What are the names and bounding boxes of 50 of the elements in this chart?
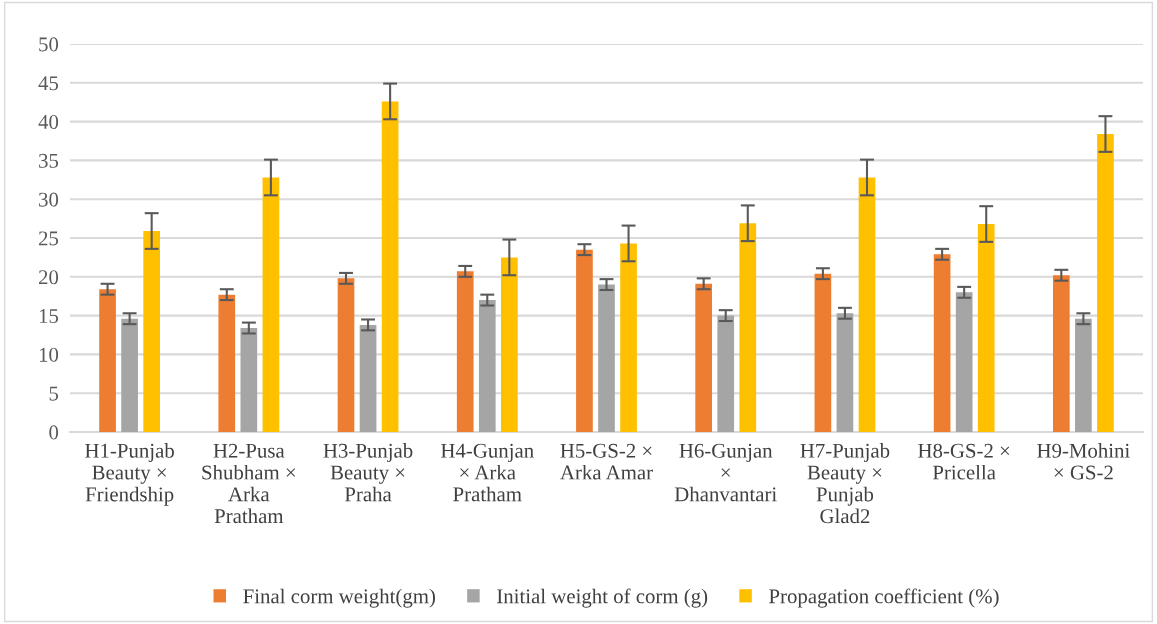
x-tick-label: H6-Gunjan × Dhanvantari [674,443,777,502]
y-tick-label: 20 [38,270,59,285]
y-tick-label: 15 [39,309,59,324]
bar [695,283,713,432]
bar [99,289,116,432]
y-tick-label: 25 [38,231,59,246]
legend-label: Propagation coefficient (%) [769,588,999,608]
bar [858,177,876,432]
bar [1097,134,1114,432]
y-tick-label: 40 [38,114,59,130]
bar [121,318,138,432]
x-tick-label: H7-Punjab Beauty × Punjab Glad2 [800,443,890,524]
bar [143,231,161,432]
bar [1075,318,1092,432]
x-tick-label: H9-Mohini × GS-2 [1037,443,1130,480]
bar [1052,275,1070,432]
y-tick-label: 10 [39,347,59,362]
legend-label: Initial weight of corm (g) [497,588,708,608]
bar [933,254,951,432]
y-tick-label: 45 [38,76,59,91]
y-tick-label: 50 [39,37,59,52]
y-tick-label: 0 [49,425,59,440]
bar [836,313,854,432]
bar [500,257,518,432]
bar [814,273,832,432]
bar [598,284,615,432]
y-tick-label: 5 [49,386,59,401]
x-tick-label: H3-Punjab Beauty × Praha [323,443,413,502]
bar [381,101,399,432]
y-tick-label: 35 [39,153,59,168]
bar [955,292,973,432]
bar [456,271,474,432]
legend-label: Final corm weight(gm) [243,588,435,608]
x-tick-label: H5-GS-2 × Arka Amar [560,443,653,480]
bar [218,294,236,432]
bar [337,278,355,432]
bar [240,328,258,432]
bar [359,324,377,432]
x-tick-label: H1-Punjab Beauty × Friendship [85,443,174,506]
bar [478,300,496,432]
y-tick-label: 30 [39,192,59,207]
bar [576,249,593,432]
bar [977,224,995,432]
bar [717,315,735,432]
x-tick-label: H4-Gunjan × Arka Pratham [441,443,534,502]
bar [620,243,637,432]
x-tick-label: H2-Pusa Shubham × Arka Pratham [202,443,296,524]
x-tick-label: H8-GS-2 × Pricella [918,443,1010,480]
bar [262,177,280,432]
bar [739,223,757,432]
